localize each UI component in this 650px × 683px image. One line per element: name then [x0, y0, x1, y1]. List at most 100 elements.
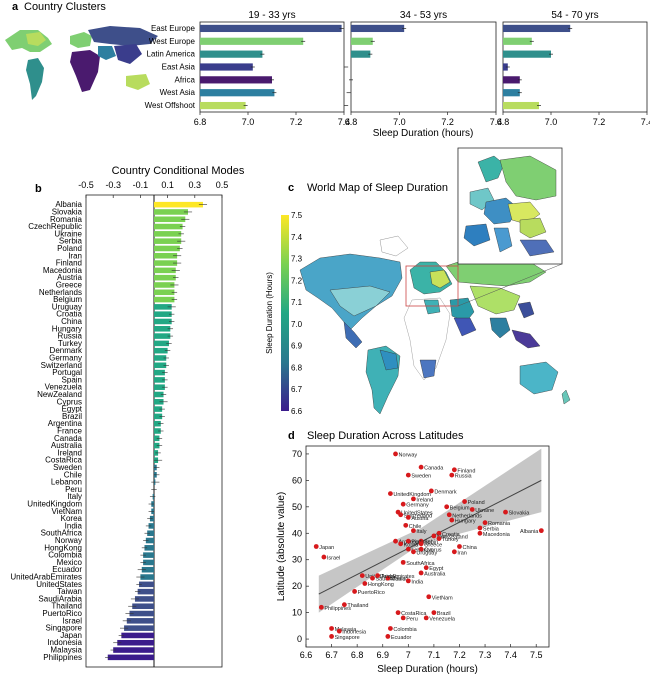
cluster-label-latin-america: Latin America: [147, 50, 196, 59]
country-label-switzerland: Switzerland: [41, 361, 82, 370]
point-label-india: India: [411, 579, 424, 585]
colorbar-tick-label: 7.0: [291, 320, 303, 329]
y-tick-label: 20: [292, 581, 302, 591]
country-label-brazil: Brazil: [62, 412, 82, 421]
point-argentina: [393, 538, 398, 544]
country-label-finland: Finland: [56, 259, 82, 268]
country-label-unitedstates: UnitedStates: [36, 580, 82, 589]
country-label-ukraine: Ukraine: [54, 229, 82, 238]
country-label-sweden: Sweden: [53, 463, 82, 472]
point-uruguay: [411, 549, 416, 555]
country-label-singapore: Singapore: [46, 624, 83, 633]
point-austria: [405, 515, 411, 520]
country-bar-iran: [154, 252, 178, 259]
country-bar-croatia: [154, 311, 172, 317]
x-tick-label: 6.6: [300, 650, 313, 660]
point-label-uruguay: Uruguay: [416, 550, 437, 556]
country-bar-hongkong: [144, 545, 154, 551]
country-bar-puertorico: [129, 610, 154, 617]
point-croatia: [436, 530, 442, 536]
point-poland: [462, 499, 467, 504]
x-tick-label: 0.3: [189, 180, 202, 190]
point-colombia: [388, 626, 393, 631]
point-label-taiwan: Taiwan: [381, 574, 398, 580]
point-albania: [538, 528, 544, 534]
point-label-norway: Norway: [399, 452, 418, 458]
point-newzealand: [431, 533, 437, 539]
colorbar-tick-label: 6.9: [291, 342, 303, 351]
country-label-taiwan: Taiwan: [57, 587, 82, 596]
country-bar-france: [154, 428, 161, 434]
point-label-belgium: Belgium: [450, 505, 470, 511]
x-tick-label: 7.0: [242, 117, 255, 127]
country-label-philippines: Philippines: [43, 653, 82, 662]
country-bar-greece: [154, 282, 175, 288]
point-peru: [400, 615, 406, 621]
point-label-spain: Spain: [424, 540, 438, 546]
point-label-japan: Japan: [319, 545, 334, 551]
country-label-india: India: [65, 521, 83, 530]
country-bar-russia: [154, 333, 171, 339]
point-israel: [321, 554, 327, 560]
point-unitedarabemirates: [359, 573, 365, 578]
country-bar-saudiarabia: [134, 596, 154, 602]
panel-c-title: World Map of Sleep Duration: [307, 182, 448, 194]
bar-19-33-yrs-west-offshoot: [200, 101, 246, 110]
point-serbia: [477, 525, 483, 531]
point-chile: [403, 522, 409, 528]
point-costarica: [395, 610, 401, 616]
cluster-label-west-offshoot: West Offshoot: [145, 101, 196, 110]
country-label-southafrica: SouthAfrica: [41, 529, 83, 538]
country-bar-philippines: [107, 654, 154, 661]
colorbar-tick-label: 6.8: [291, 363, 303, 372]
point-label-ukraine: Ukraine: [475, 508, 494, 514]
point-macedonia: [477, 530, 483, 536]
colorbar-tick-label: 7.4: [291, 233, 303, 242]
point-label-puertorico: PuertoRico: [358, 590, 385, 596]
country-label-malaysia: Malaysia: [50, 646, 82, 655]
country-label-norway: Norway: [55, 536, 82, 545]
point-label-unitedarabemirates: UnitedArabEmirates: [365, 574, 414, 580]
bar-54-70-yrs-west-europe: [503, 37, 532, 45]
point-thailand: [341, 602, 347, 608]
point-label-sweden: Sweden: [411, 474, 431, 480]
point-lebanon: [405, 546, 411, 552]
point-korea: [398, 541, 404, 547]
country-bar-southafrica: [147, 530, 154, 536]
country-label-turkey: Turkey: [58, 339, 82, 348]
point-label-venezuela: Venezuela: [429, 616, 456, 622]
point-label-australia: Australia: [424, 571, 446, 577]
point-india: [405, 578, 411, 584]
country-bar-singapore: [124, 625, 154, 631]
x-tick-label: 6.8: [345, 117, 358, 127]
country-label-chile: Chile: [64, 470, 83, 479]
point-label-denmark: Denmark: [434, 489, 457, 495]
x-tick-label: 7.4: [504, 650, 517, 660]
country-label-indonesia: Indonesia: [47, 638, 82, 647]
colorbar-tick-label: 7.1: [291, 298, 303, 307]
panel-d-letter: d: [288, 430, 295, 442]
point-switzerland: [398, 512, 404, 518]
country-label-australia: Australia: [51, 441, 83, 450]
cluster-label-east-europe: East Europe: [151, 24, 196, 33]
point-ukraine: [469, 507, 475, 512]
country-label-czechrepublic: CzechRepublic: [28, 222, 82, 231]
country-label-korea: Korea: [61, 514, 83, 523]
country-bar-spain: [154, 377, 165, 383]
point-mexico: [385, 575, 391, 581]
country-label-thailand: Thailand: [51, 602, 82, 611]
point-russia: [449, 472, 455, 478]
country-bar-romania: [154, 216, 186, 223]
point-label-ecuador: Ecuador: [391, 635, 412, 641]
country-bar-austria: [154, 274, 176, 281]
colorbar-tick-label: 6.6: [291, 407, 303, 416]
x-tick-label: 7.5: [530, 650, 543, 660]
country-label-puertorico: PuertoRico: [42, 609, 82, 618]
point-label-indonesia: Indonesia: [342, 630, 367, 636]
point-label-unitedstates: UnitedStates: [401, 511, 433, 517]
country-label-venezuela: Venezuela: [45, 383, 83, 392]
point-portugal: [405, 538, 411, 544]
confidence-band: [318, 448, 542, 613]
country-bar-albania: [154, 201, 203, 208]
bar-19-33-yrs-africa: [200, 76, 272, 84]
